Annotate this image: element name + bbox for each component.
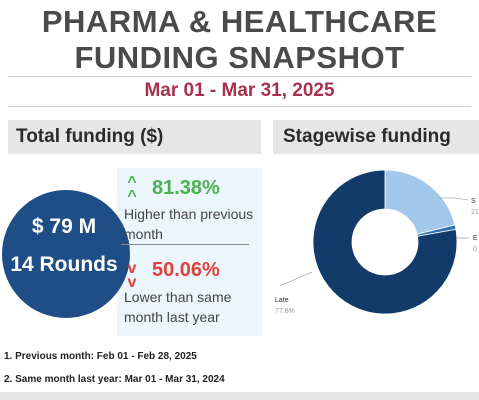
total-funding-circle — [2, 190, 130, 318]
stagewise-title: Stagewise funding — [283, 126, 451, 147]
stats-box — [117, 168, 262, 336]
total-rounds: 14 Rounds — [10, 253, 118, 276]
note-same-month-last-year: 2. Same month last year: Mar 01 - Mar 31… — [4, 374, 225, 385]
title-line-2: FUNDING SNAPSHOT — [74, 40, 405, 75]
date-range: Mar 01 - Mar 31, 2025 — [144, 80, 335, 101]
donut-slice-s — [384, 169, 456, 235]
stagewise-header: Stagewise funding — [273, 120, 479, 154]
late-slice-label: Late — [275, 297, 289, 304]
last-year-description: Lower than same month last year — [124, 289, 232, 325]
s-slice-label: S — [471, 198, 476, 205]
e-slice-value: 0 — [473, 246, 477, 253]
footer-bar — [0, 392, 479, 400]
stats-divider — [121, 244, 249, 245]
title-rule-top — [8, 76, 471, 77]
donut-leader-lines — [279, 197, 469, 287]
s-slice-value: 21 — [471, 209, 479, 216]
note-previous-month: 1. Previous month: Feb 01 - Feb 28, 2025 — [4, 351, 197, 362]
late-slice-value: 77.8% — [275, 308, 295, 315]
title-rule-bottom — [8, 106, 471, 107]
previous-month-description: Higher than previous month — [124, 206, 254, 242]
title-line-1: PHARMA & HEALTHCARE — [41, 4, 438, 39]
leader-line-late — [279, 271, 313, 287]
donut-slice-late — [312, 169, 458, 315]
total-funding-title: Total funding ($) — [16, 126, 164, 147]
total-amount: $ 79 M — [31, 215, 97, 238]
previous-month-percent: 81.38% — [152, 177, 220, 199]
stagewise-donut-chart: Late 77.8% S 21 E 0 — [275, 169, 479, 315]
up-arrow-icon: ^ ^ — [127, 174, 137, 205]
e-slice-label: E — [473, 235, 478, 242]
leader-line-s — [438, 197, 469, 201]
total-funding-header: Total funding ($) — [8, 120, 261, 154]
last-year-percent: 50.06% — [152, 259, 220, 281]
donut-slices — [312, 169, 458, 315]
